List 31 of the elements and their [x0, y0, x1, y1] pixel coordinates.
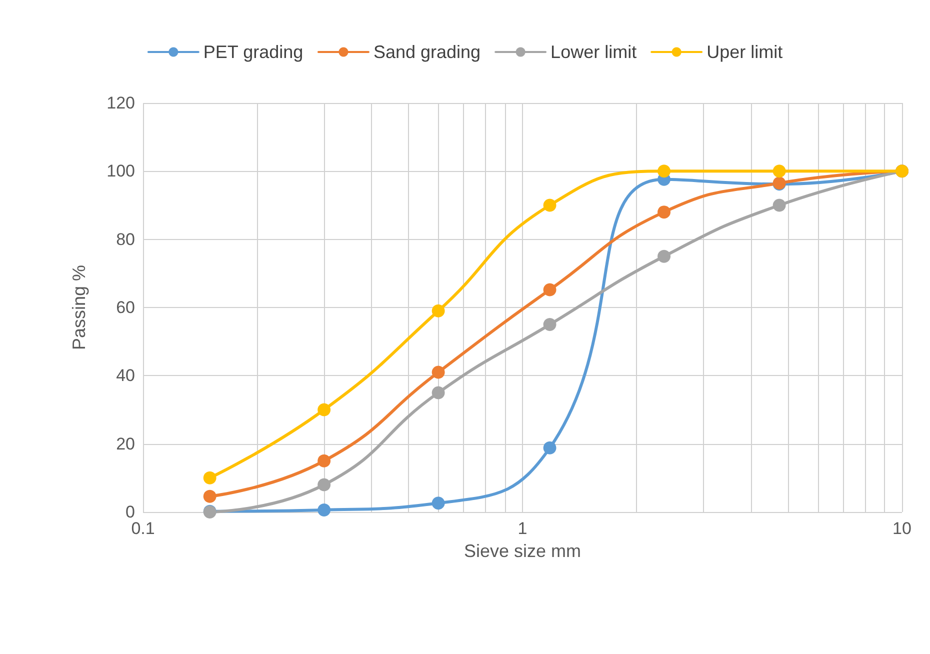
point: [203, 490, 216, 503]
point: [318, 503, 331, 516]
y-tick-label: 0: [126, 502, 135, 522]
y-tick-label: 120: [106, 94, 135, 112]
y-tick-label: 80: [116, 230, 135, 249]
point: [658, 250, 671, 263]
point: [432, 304, 445, 318]
point: [318, 454, 331, 468]
point: [432, 366, 445, 379]
point: [772, 164, 786, 178]
point: [432, 386, 445, 400]
point: [318, 478, 331, 492]
legend-label: Uper limit: [706, 42, 783, 62]
point: [203, 471, 216, 484]
y-tick-label: 100: [106, 162, 135, 181]
point: [772, 198, 786, 212]
point: [658, 206, 671, 219]
x-axis-title: Sieve size mm: [464, 541, 582, 561]
legend-label: Lower limit: [550, 42, 637, 62]
y-tick-label: 40: [116, 366, 135, 386]
point: [432, 496, 445, 510]
point: [318, 403, 331, 416]
x-tick-label: 10: [892, 519, 912, 538]
point: [658, 164, 671, 178]
y-axis-title: Passing %: [69, 264, 89, 350]
x-tick-label: 0.1: [131, 519, 155, 538]
y-tick-label: 60: [116, 298, 135, 317]
x-tick-label: 1: [518, 519, 528, 538]
legend-label: PET grading: [203, 42, 304, 62]
y-tick-label: 20: [116, 434, 135, 454]
legend-label: Sand grading: [373, 42, 481, 62]
